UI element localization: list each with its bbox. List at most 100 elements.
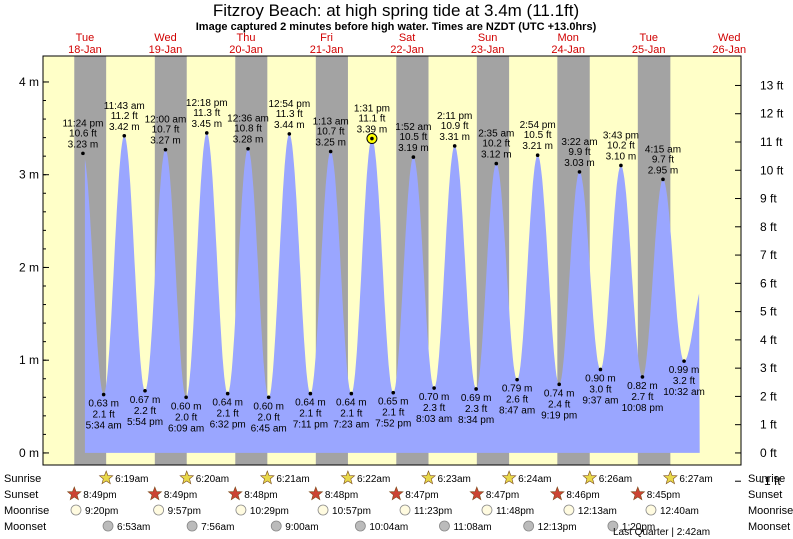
moonset-time: 9:00am: [285, 522, 318, 533]
sunrise-time: 6:23am: [438, 474, 471, 485]
sunrise-icon: [662, 470, 678, 485]
tide-height-ft: 11.1 ft: [358, 114, 385, 125]
sunset-icon: [469, 486, 485, 501]
right-tick-label: 9 ft: [760, 192, 777, 206]
tide-time: 5:34 am: [86, 421, 122, 432]
tide-height-m: 3.45 m: [191, 119, 222, 130]
day-date: 23-Jan: [471, 44, 505, 56]
tide-height-m: 3.42 m: [109, 122, 140, 133]
tide-point: [266, 395, 271, 400]
tide-height-m: 0.69 m: [461, 393, 492, 404]
tide-point: [101, 392, 106, 397]
day-date: 18-Jan: [68, 44, 102, 56]
sunrise-row-label-right: Sunrise: [748, 473, 785, 485]
tide-height-ft: 3.0 ft: [589, 384, 611, 395]
right-tick-label: 11 ft: [760, 135, 783, 149]
moonrise-icon: [481, 504, 493, 516]
sunrise-icon: [98, 470, 114, 485]
sunset-icon: [227, 486, 243, 501]
tide-height-ft: 2.3 ft: [423, 403, 445, 414]
tide-point: [122, 133, 127, 138]
right-tick-label: 13 ft: [760, 78, 784, 92]
tide-time: 2:35 am: [478, 129, 514, 140]
moonset-icon: [354, 520, 366, 532]
sunrise-icon: [259, 470, 275, 485]
tide-point: [452, 144, 457, 148]
right-tick-label: 7 ft: [760, 248, 777, 262]
tide-height-ft: 2.1 ft: [217, 409, 239, 420]
moonrise-time: 12:40am: [660, 506, 699, 517]
day-date: 25-Jan: [632, 44, 666, 56]
tide-time: 12:00 am: [145, 115, 187, 126]
tide-height-m: 3.39 m: [357, 125, 388, 136]
sunset-icon: [630, 486, 646, 501]
tide-time: 2:11 pm: [437, 111, 472, 122]
moonrise-icon: [153, 504, 165, 516]
tide-height-ft: 2.4 ft: [548, 399, 570, 410]
tide-height-m: 0.63 m: [88, 399, 119, 410]
moonset-icon: [270, 520, 282, 532]
tide-point: [184, 395, 188, 400]
tide-point: [225, 391, 230, 396]
tide-time: 5:54 pm: [127, 417, 163, 428]
moonset-row-label-left: Moonset: [4, 521, 46, 533]
tide-point: [287, 132, 292, 136]
tide-height-ft: 10.5 ft: [524, 130, 552, 141]
tide-height-ft: 2.1 ft: [93, 410, 115, 421]
tide-time: 8:34 pm: [458, 415, 494, 426]
tide-time: 9:19 pm: [541, 410, 577, 421]
tide-height-m: 0.99 m: [669, 365, 700, 376]
tide-point: [143, 389, 147, 393]
tide-time: 1:52 am: [395, 122, 431, 133]
tide-point: [328, 149, 333, 154]
sunrise-icon: [582, 470, 598, 485]
tide-height-m: 3.31 m: [439, 132, 470, 143]
tide-height-m: 0.70 m: [419, 392, 450, 403]
tide-height-m: 0.67 m: [130, 395, 161, 406]
tide-height-ft: 11.3 ft: [276, 109, 303, 120]
tide-time: 2:54 pm: [520, 120, 556, 131]
right-tick-label: 8 ft: [760, 220, 777, 234]
tide-time: 1:31 pm: [354, 104, 390, 115]
moonset-time: 7:56am: [201, 522, 234, 533]
tide-time: 7:11 pm: [293, 420, 328, 431]
day-date: 20-Jan: [229, 44, 263, 56]
sunrise-time: 6:24am: [518, 474, 551, 485]
tide-height-m: 0.64 m: [336, 398, 367, 409]
right-tick-label: 5 ft: [760, 305, 777, 319]
tide-point: [557, 382, 561, 387]
tide-time: 4:15 am: [645, 144, 681, 155]
moonrise-icon: [645, 504, 657, 516]
tide-time: 6:45 am: [251, 423, 287, 434]
tide-point: [640, 375, 645, 379]
sunset-time: 8:47pm: [405, 490, 438, 501]
tide-point: [370, 136, 374, 141]
moonrise-icon: [235, 504, 247, 516]
tide-height-ft: 2.1 ft: [340, 409, 362, 420]
tide-height-ft: 11.2 ft: [111, 111, 138, 122]
tide-height-m: 3.12 m: [481, 150, 512, 161]
tide-time: 12:18 pm: [186, 98, 228, 109]
sunset-icon: [549, 486, 565, 501]
right-tick-label: 6 ft: [760, 276, 777, 290]
moonset-icon: [186, 520, 198, 532]
tide-time: 6:32 pm: [210, 420, 246, 431]
tide-height-m: 2.95 m: [648, 165, 679, 176]
tide-height-m: 0.90 m: [585, 373, 616, 384]
tide-time: 12:36 am: [227, 114, 269, 125]
sunrise-time: 6:26am: [599, 474, 632, 485]
tide-height-ft: 10.5 ft: [399, 132, 427, 143]
day-name: Wed: [718, 32, 740, 44]
moonrise-time: 12:13am: [578, 506, 617, 517]
tide-time: 10:32 am: [663, 387, 705, 398]
tide-point: [619, 163, 623, 168]
right-tick-label: 0 ft: [760, 446, 777, 460]
day-name: Sun: [478, 32, 498, 44]
tide-point: [535, 153, 540, 158]
moonrise-time: 11:48pm: [496, 506, 534, 517]
moonset-icon: [523, 520, 535, 532]
sunrise-icon: [179, 470, 195, 485]
tide-height-m: 0.65 m: [378, 397, 409, 408]
tide-point: [432, 386, 436, 390]
